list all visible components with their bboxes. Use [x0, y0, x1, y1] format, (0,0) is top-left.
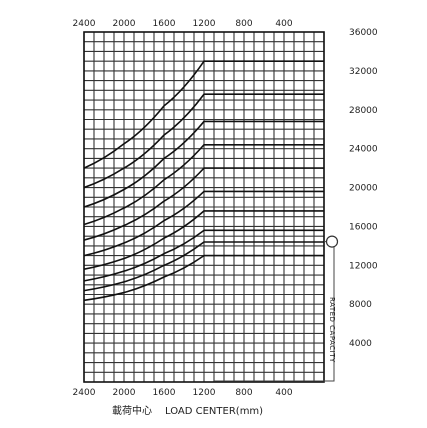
x-tick-label-top: 2000: [113, 19, 136, 29]
x-tick-label-bottom: 800: [235, 388, 252, 398]
y-tick-label: 32000: [349, 67, 378, 77]
x-tick-label-bottom: 1600: [153, 388, 176, 398]
x-tick-label-top: 1200: [193, 19, 216, 29]
x-tick-label-top: 2400: [73, 19, 96, 29]
tick-labels: 2400 2400 2000 2000 1600 1600 1200 1200 800 800 40…: [73, 19, 378, 398]
y-tick-label: 4000: [349, 339, 372, 349]
x-axis-label: LOAD CENTER(mm): [165, 406, 263, 417]
series-line: [83, 229, 324, 282]
y-tick-label: 28000: [349, 106, 378, 116]
x-axis-label-cn: 載荷中心: [112, 404, 152, 417]
y-tick-label: 8000: [349, 300, 372, 310]
reference-marker: [214, 235, 339, 382]
y-tick-label: 20000: [349, 184, 378, 194]
series-line: [83, 190, 324, 257]
series-line: [83, 120, 324, 208]
series-line: [83, 60, 324, 169]
y-axis-label: RATED CAPACITY: [328, 297, 336, 363]
series-line: [83, 210, 324, 271]
series-line: [83, 167, 324, 241]
grid-layer: [83, 31, 325, 383]
x-tick-label-bottom: 1200: [193, 388, 216, 398]
series-layer: [83, 60, 324, 302]
series-line: [83, 93, 324, 189]
series-line: [83, 143, 324, 226]
x-tick-label-top: 1600: [153, 19, 176, 29]
x-tick-label-top: 400: [275, 19, 292, 29]
reference-circle: [325, 235, 339, 248]
x-tick-label-top: 800: [235, 19, 252, 29]
y-tick-label: 24000: [349, 145, 378, 155]
y-tick-label: 12000: [349, 261, 378, 271]
x-tick-label-bottom: 2400: [73, 388, 96, 398]
x-tick-label-bottom: 400: [275, 388, 292, 398]
series-line: [83, 254, 324, 302]
x-tick-label-bottom: 2000: [113, 388, 136, 398]
y-tick-label: 16000: [349, 222, 378, 232]
y-tick-label: 36000: [349, 28, 378, 38]
series-line: [83, 241, 324, 292]
